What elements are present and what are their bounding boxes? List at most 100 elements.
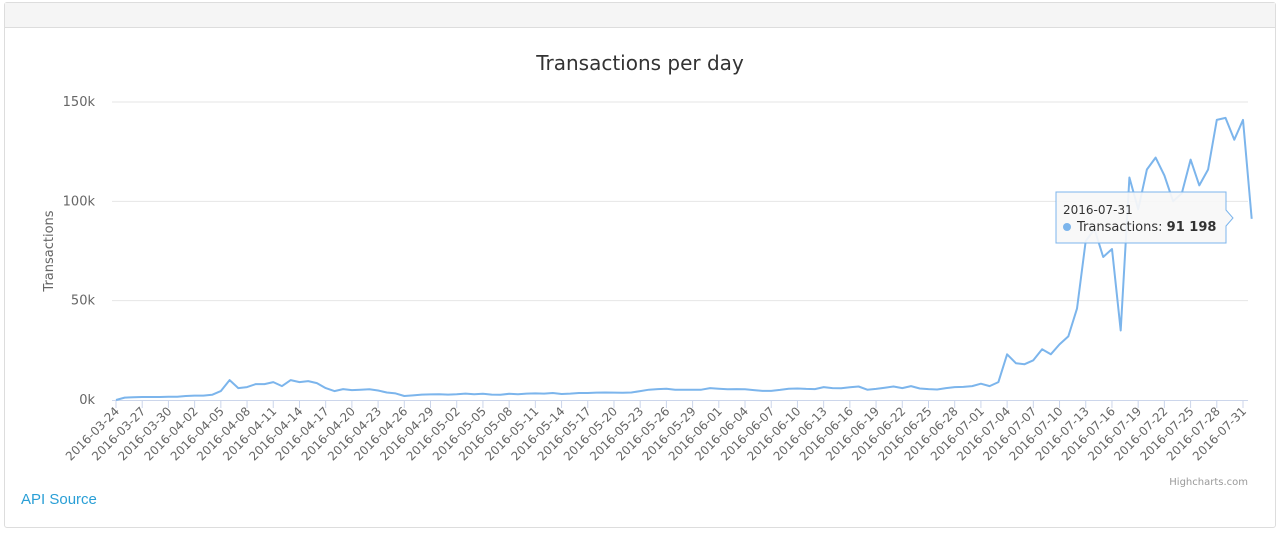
data-point[interactable]: [1129, 177, 1130, 178]
data-point[interactable]: [718, 388, 719, 389]
data-point[interactable]: [500, 394, 501, 395]
data-point[interactable]: [544, 393, 545, 394]
data-point[interactable]: [526, 393, 527, 394]
data-point[interactable]: [413, 395, 414, 396]
data-point[interactable]: [771, 390, 772, 391]
data-point[interactable]: [727, 389, 728, 390]
data-point[interactable]: [343, 389, 344, 390]
data-point[interactable]: [1155, 157, 1156, 158]
data-point[interactable]: [247, 387, 248, 388]
data-point[interactable]: [509, 393, 510, 394]
data-point[interactable]: [710, 388, 711, 389]
data-point[interactable]: [1112, 249, 1113, 250]
data-point[interactable]: [142, 397, 143, 398]
data-point[interactable]: [893, 386, 894, 387]
data-point[interactable]: [780, 389, 781, 390]
data-point[interactable]: [1243, 119, 1244, 120]
data-point[interactable]: [640, 391, 641, 392]
data-point[interactable]: [701, 389, 702, 390]
data-point[interactable]: [177, 396, 178, 397]
data-point[interactable]: [946, 388, 947, 389]
data-point[interactable]: [334, 391, 335, 392]
data-point[interactable]: [823, 387, 824, 388]
data-point[interactable]: [1059, 344, 1060, 345]
data-point[interactable]: [535, 393, 536, 394]
data-point[interactable]: [858, 386, 859, 387]
data-point[interactable]: [587, 393, 588, 394]
data-point[interactable]: [212, 394, 213, 395]
data-point[interactable]: [360, 389, 361, 390]
data-point[interactable]: [683, 389, 684, 390]
data-point[interactable]: [430, 394, 431, 395]
data-point[interactable]: [814, 389, 815, 390]
data-point[interactable]: [579, 393, 580, 394]
data-point[interactable]: [220, 391, 221, 392]
data-point[interactable]: [378, 390, 379, 391]
data-point[interactable]: [596, 392, 597, 393]
data-point[interactable]: [745, 389, 746, 390]
data-point[interactable]: [1199, 185, 1200, 186]
data-point[interactable]: [753, 390, 754, 391]
data-point[interactable]: [351, 390, 352, 391]
data-point[interactable]: [404, 396, 405, 397]
data-point[interactable]: [255, 384, 256, 385]
data-point[interactable]: [185, 396, 186, 397]
data-point[interactable]: [133, 397, 134, 398]
data-point[interactable]: [561, 394, 562, 395]
data-point[interactable]: [482, 393, 483, 394]
data-point[interactable]: [972, 386, 973, 387]
data-point[interactable]: [465, 393, 466, 394]
data-point[interactable]: [841, 388, 842, 389]
data-point[interactable]: [116, 400, 117, 401]
data-point[interactable]: [675, 389, 676, 390]
api-source-link[interactable]: API Source: [21, 491, 97, 508]
data-point[interactable]: [316, 383, 317, 384]
data-point[interactable]: [203, 395, 204, 396]
data-point[interactable]: [552, 393, 553, 394]
data-point[interactable]: [1024, 364, 1025, 365]
data-point[interactable]: [614, 392, 615, 393]
data-point[interactable]: [928, 389, 929, 390]
data-point[interactable]: [1103, 257, 1104, 258]
data-point[interactable]: [474, 394, 475, 395]
data-point[interactable]: [264, 384, 265, 385]
data-point[interactable]: [989, 386, 990, 387]
data-point[interactable]: [832, 388, 833, 389]
data-point[interactable]: [963, 386, 964, 387]
data-point[interactable]: [238, 388, 239, 389]
data-point[interactable]: [299, 382, 300, 383]
data-point[interactable]: [150, 397, 151, 398]
data-point[interactable]: [273, 382, 274, 383]
data-point[interactable]: [1216, 119, 1217, 120]
data-point[interactable]: [867, 389, 868, 390]
data-point[interactable]: [692, 389, 693, 390]
data-point[interactable]: [631, 392, 632, 393]
data-point[interactable]: [290, 380, 291, 381]
data-point[interactable]: [124, 397, 125, 398]
data-point[interactable]: [308, 381, 309, 382]
data-point[interactable]: [439, 394, 440, 395]
highcharts-credits[interactable]: Highcharts.com: [1169, 477, 1248, 488]
data-point[interactable]: [648, 389, 649, 390]
data-point[interactable]: [159, 397, 160, 398]
data-point[interactable]: [762, 390, 763, 391]
data-point[interactable]: [884, 387, 885, 388]
data-point[interactable]: [491, 394, 492, 395]
data-point[interactable]: [1015, 363, 1016, 364]
data-point[interactable]: [395, 393, 396, 394]
data-point[interactable]: [1164, 175, 1165, 176]
data-point[interactable]: [911, 386, 912, 387]
data-point[interactable]: [229, 380, 230, 381]
data-point[interactable]: [1077, 308, 1078, 309]
data-point[interactable]: [902, 388, 903, 389]
data-point[interactable]: [954, 387, 955, 388]
data-point[interactable]: [622, 392, 623, 393]
data-point[interactable]: [736, 389, 737, 390]
data-point[interactable]: [194, 395, 195, 396]
data-point[interactable]: [1234, 139, 1235, 140]
data-point[interactable]: [1042, 349, 1043, 350]
data-point[interactable]: [448, 394, 449, 395]
data-point[interactable]: [876, 388, 877, 389]
data-point[interactable]: [1225, 117, 1226, 118]
data-point[interactable]: [666, 388, 667, 389]
